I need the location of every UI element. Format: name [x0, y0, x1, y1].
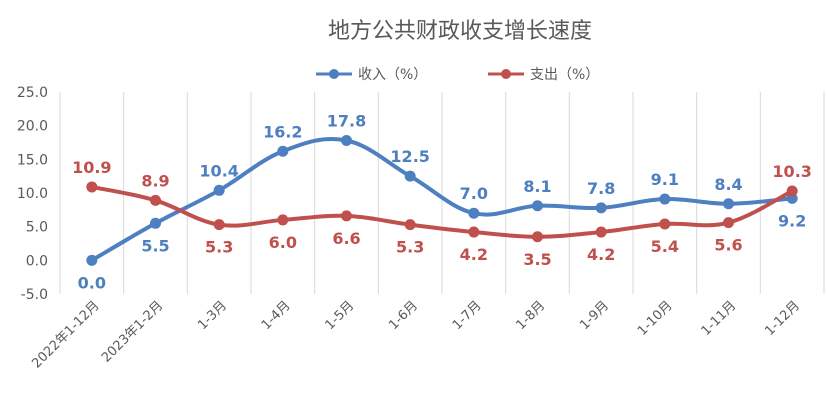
- data-label-income: 8.1: [523, 177, 551, 196]
- data-point-income: [341, 134, 352, 146]
- data-label-expense: 4.2: [460, 245, 488, 264]
- data-point-income: [150, 217, 161, 229]
- data-point-expense: [404, 219, 416, 231]
- data-point-expense: [723, 217, 734, 229]
- x-tick-label: 2022年1-12月: [29, 298, 102, 371]
- y-tick-label: 25.0: [17, 85, 48, 101]
- legend-item-income: 收入（%）: [316, 67, 427, 83]
- legend-label-expense: 支出（%）: [530, 67, 599, 83]
- data-point-income: [532, 200, 543, 212]
- data-point-income: [277, 145, 289, 157]
- data-label-expense: 10.3: [772, 162, 811, 181]
- data-point-income: [213, 184, 225, 196]
- y-tick-label: 5.0: [26, 220, 48, 236]
- data-point-income: [468, 207, 480, 219]
- data-label-income: 8.4: [714, 175, 742, 194]
- data-label-expense: 8.9: [141, 171, 169, 190]
- x-tick-label: 1-3月: [195, 298, 230, 333]
- data-point-expense: [277, 214, 289, 226]
- y-tick-label: -5.0: [21, 287, 48, 303]
- data-point-expense: [786, 185, 798, 197]
- y-tick-label: 15.0: [17, 152, 48, 168]
- data-label-income: 5.5: [141, 236, 169, 255]
- data-label-expense: 6.6: [332, 229, 360, 248]
- legend-item-expense: 支出（%）: [488, 67, 599, 83]
- legend: 收入（%） 支出（%）: [316, 67, 599, 83]
- x-tick-label: 1-4月: [259, 298, 294, 333]
- x-tick-label: 1-5月: [323, 298, 358, 333]
- x-tick-label: 1-11月: [699, 298, 740, 339]
- data-point-expense: [150, 194, 161, 206]
- x-tick-label: 2023年1-2月: [99, 298, 166, 365]
- y-tick-label: 10.0: [17, 186, 48, 202]
- x-tick-label: 1-6月: [386, 298, 421, 333]
- data-point-expense: [659, 218, 671, 230]
- data-label-income: 0.0: [78, 273, 106, 292]
- data-label-expense: 5.3: [205, 238, 233, 257]
- data-label-income: 7.8: [587, 179, 615, 198]
- data-point-expense: [532, 231, 543, 243]
- data-point-income: [404, 170, 416, 182]
- data-label-expense: 5.6: [714, 236, 742, 255]
- data-point-expense: [341, 210, 352, 222]
- data-label-expense: 6.0: [269, 233, 297, 252]
- data-label-expense: 4.2: [587, 245, 615, 264]
- data-label-expense: 5.3: [396, 238, 424, 257]
- x-tick-label: 1-7月: [450, 298, 485, 333]
- x-tick-label: 1-10月: [635, 298, 676, 339]
- data-label-income: 9.1: [651, 170, 679, 189]
- data-point-expense: [213, 219, 225, 231]
- legend-label-income: 收入（%）: [358, 67, 427, 83]
- chart-title: 地方公共财政收支增长速度: [328, 19, 592, 44]
- data-label-income: 10.4: [199, 161, 238, 180]
- y-tick-label: 20.0: [17, 119, 48, 135]
- data-point-expense: [86, 181, 98, 193]
- y-tick-label: 0.0: [26, 253, 48, 269]
- series-line-expense: [91, 184, 794, 239]
- x-tick-label: 1-9月: [577, 298, 612, 333]
- data-point-income: [723, 198, 734, 210]
- data-point-expense: [595, 226, 607, 238]
- data-point-expense: [468, 226, 480, 238]
- data-label-income: 12.5: [390, 147, 429, 166]
- data-label-income: 17.8: [327, 111, 366, 130]
- data-label-income: 9.2: [778, 211, 806, 230]
- x-tick-label: 1-8月: [514, 298, 549, 333]
- data-label-income: 7.0: [460, 184, 488, 203]
- data-label-expense: 10.9: [72, 158, 111, 177]
- series-line-income: [90, 136, 793, 263]
- data-label-expense: 5.4: [651, 237, 679, 256]
- data-point-income: [595, 202, 607, 214]
- x-tick-label: 1-12月: [762, 298, 803, 339]
- data-label-income: 16.2: [263, 122, 302, 141]
- plot-area: -5.0 0.0 5.0 10.0 15.0 20.0 25.0 2022年1-12月2023…: [17, 85, 825, 371]
- data-point-income: [86, 254, 98, 266]
- data-point-income: [659, 193, 671, 205]
- data-label-expense: 3.5: [523, 250, 551, 269]
